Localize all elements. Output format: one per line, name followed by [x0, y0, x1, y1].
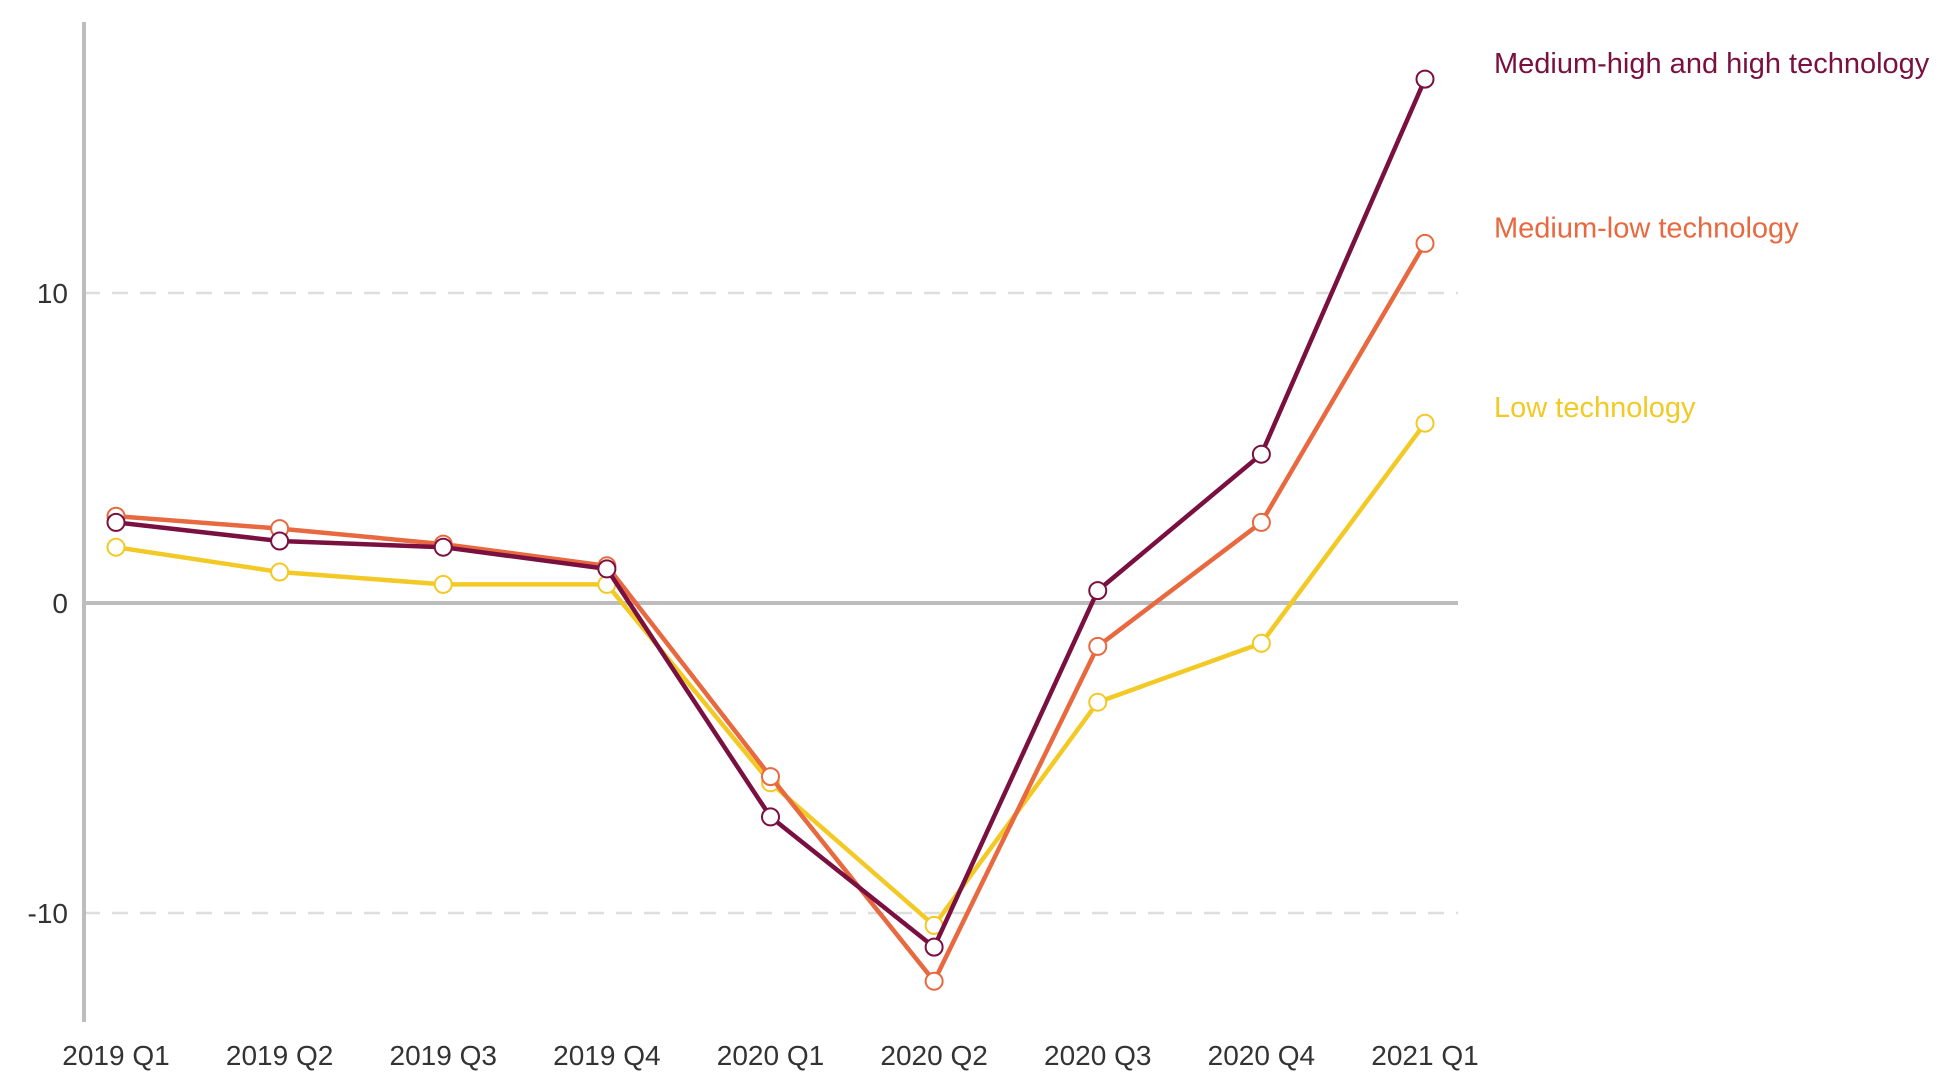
data-point: [106, 512, 126, 532]
x-tick-label: 2020 Q3: [1044, 1040, 1151, 1071]
data-point: [761, 807, 780, 827]
y-tick-label: -10: [28, 898, 68, 929]
data-point: [1415, 413, 1435, 433]
series-label: Low technology: [1494, 392, 1696, 424]
series-group: [106, 413, 1435, 935]
data-point: [433, 574, 453, 594]
data-point: [924, 937, 944, 957]
x-tick-label: 2019 Q4: [553, 1040, 660, 1071]
x-tick-label: 2020 Q2: [880, 1040, 987, 1071]
series-line: [113, 420, 1428, 928]
data-point: [270, 531, 290, 551]
x-tick-label: 2019 Q1: [62, 1040, 169, 1071]
series-layer: [106, 69, 1435, 991]
data-point: [1088, 692, 1108, 712]
x-tick-label: 2021 Q1: [1371, 1040, 1478, 1071]
data-point: [270, 562, 290, 582]
data-point: [106, 537, 126, 557]
grid-layer: [84, 291, 1458, 915]
data-point: [1088, 636, 1108, 656]
data-point: [1251, 512, 1271, 532]
x-tick-label: 2020 Q4: [1208, 1040, 1315, 1071]
data-point: [597, 559, 617, 579]
data-point: [1415, 233, 1435, 253]
data-point: [1415, 69, 1435, 89]
data-point: [433, 537, 453, 557]
data-point: [1088, 581, 1108, 601]
data-point: [761, 767, 780, 787]
x-tick-label: 2020 Q1: [717, 1040, 824, 1071]
series-group: [106, 69, 1435, 957]
data-point: [1251, 444, 1271, 464]
y-tick-label: 0: [52, 588, 68, 619]
data-point: [1251, 633, 1271, 653]
series-line: [113, 241, 1428, 984]
x-tick-label: 2019 Q3: [390, 1040, 497, 1071]
axis-layer: -10 0 10 2019 Q1 2019 Q2 2019 Q3 2019 Q4 2020 Q…: [28, 22, 1479, 1071]
series-group: [106, 233, 1435, 991]
label-layer: Medium-high and high technology Medium-lo…: [1494, 48, 1930, 424]
series-label: Medium-high and high technology: [1494, 48, 1930, 80]
series-label: Medium-low technology: [1494, 212, 1799, 244]
data-point: [924, 971, 944, 991]
y-tick-label: 10: [37, 278, 68, 309]
x-tick-label: 2019 Q2: [226, 1040, 333, 1071]
